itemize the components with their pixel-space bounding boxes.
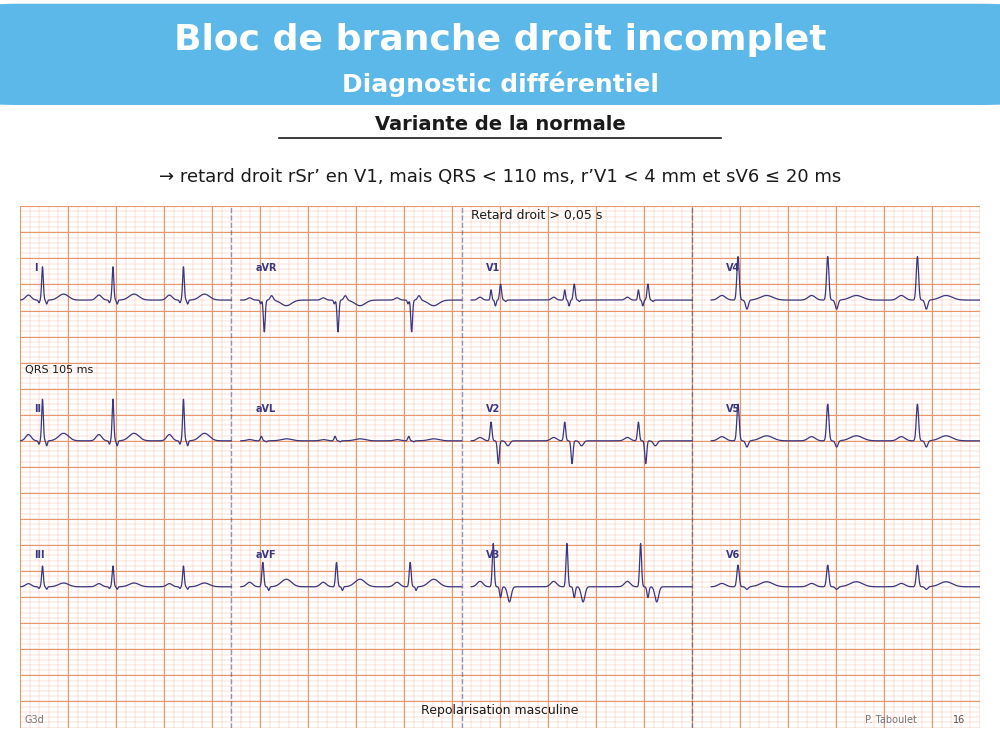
- Text: 16: 16: [953, 716, 966, 725]
- Text: II: II: [34, 404, 41, 413]
- Text: P. Taboulet: P. Taboulet: [865, 716, 917, 725]
- Text: V6: V6: [726, 550, 740, 560]
- FancyBboxPatch shape: [0, 4, 1000, 105]
- Text: V1: V1: [486, 263, 500, 273]
- Text: aVF: aVF: [255, 550, 276, 560]
- Text: G3d: G3d: [25, 716, 45, 725]
- Text: III: III: [34, 550, 45, 560]
- Text: Variante de la normale: Variante de la normale: [375, 116, 625, 134]
- Text: V3: V3: [486, 550, 500, 560]
- Text: aVR: aVR: [255, 263, 277, 273]
- Text: V4: V4: [726, 263, 740, 273]
- Text: Diagnostic différentiel: Diagnostic différentiel: [342, 72, 658, 98]
- Text: V2: V2: [486, 404, 500, 413]
- Text: → retard droit rSr’ en V1, mais QRS < 110 ms, r’V1 < 4 mm et sV6 ≤ 20 ms: → retard droit rSr’ en V1, mais QRS < 11…: [159, 168, 841, 186]
- Text: aVL: aVL: [255, 404, 275, 413]
- Text: Retard droit > 0,05 s: Retard droit > 0,05 s: [471, 209, 603, 222]
- Text: QRS 105 ms: QRS 105 ms: [25, 365, 93, 375]
- Text: I: I: [34, 263, 38, 273]
- Text: Bloc de branche droit incomplet: Bloc de branche droit incomplet: [174, 23, 826, 57]
- Text: Repolarisation masculine: Repolarisation masculine: [421, 704, 579, 718]
- Text: V5: V5: [726, 404, 740, 413]
